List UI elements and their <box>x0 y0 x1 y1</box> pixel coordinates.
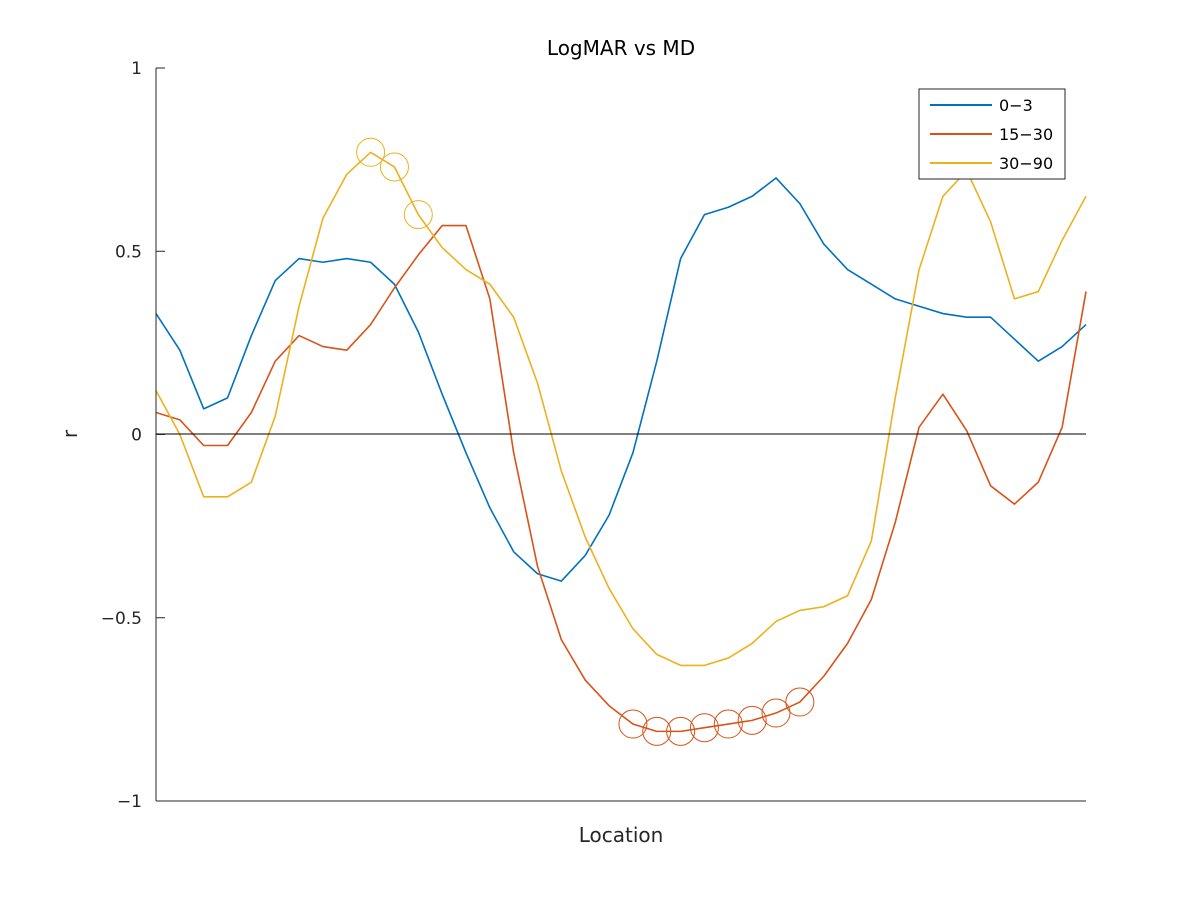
significance-marker <box>642 716 672 746</box>
legend-label: 0−3 <box>999 96 1033 115</box>
series-group <box>155 137 1087 667</box>
legend: 0−3 15−30 30−90 <box>918 88 1066 180</box>
plot-area <box>155 137 1087 746</box>
y-tick-label: 0 <box>131 426 142 446</box>
series-group <box>155 224 1087 746</box>
legend-label: 30−90 <box>999 154 1053 173</box>
significance-marker <box>689 713 719 743</box>
y-axis-label: r <box>58 429 82 438</box>
y-tick-label: 1 <box>131 59 142 79</box>
x-axis-label: Location <box>579 823 664 847</box>
series-line <box>155 224 1087 733</box>
y-tick-label: −0.5 <box>101 609 142 629</box>
chart-title: LogMAR vs MD <box>547 36 695 60</box>
significance-marker <box>737 705 767 735</box>
significance-marker <box>379 152 409 182</box>
significance-marker <box>356 137 386 167</box>
significance-marker <box>785 687 815 717</box>
y-tick-label: −1 <box>117 792 142 812</box>
significance-marker <box>713 709 743 739</box>
significance-marker <box>761 698 791 728</box>
significance-marker <box>666 716 696 746</box>
series-line <box>155 151 1087 667</box>
y-tick-label: 0.5 <box>115 242 142 262</box>
legend-label: 15−30 <box>999 125 1053 144</box>
significance-marker <box>403 200 433 230</box>
significance-marker <box>618 709 648 739</box>
y-ticks: 1 0.5 0 −0.5 −1 <box>101 59 165 812</box>
